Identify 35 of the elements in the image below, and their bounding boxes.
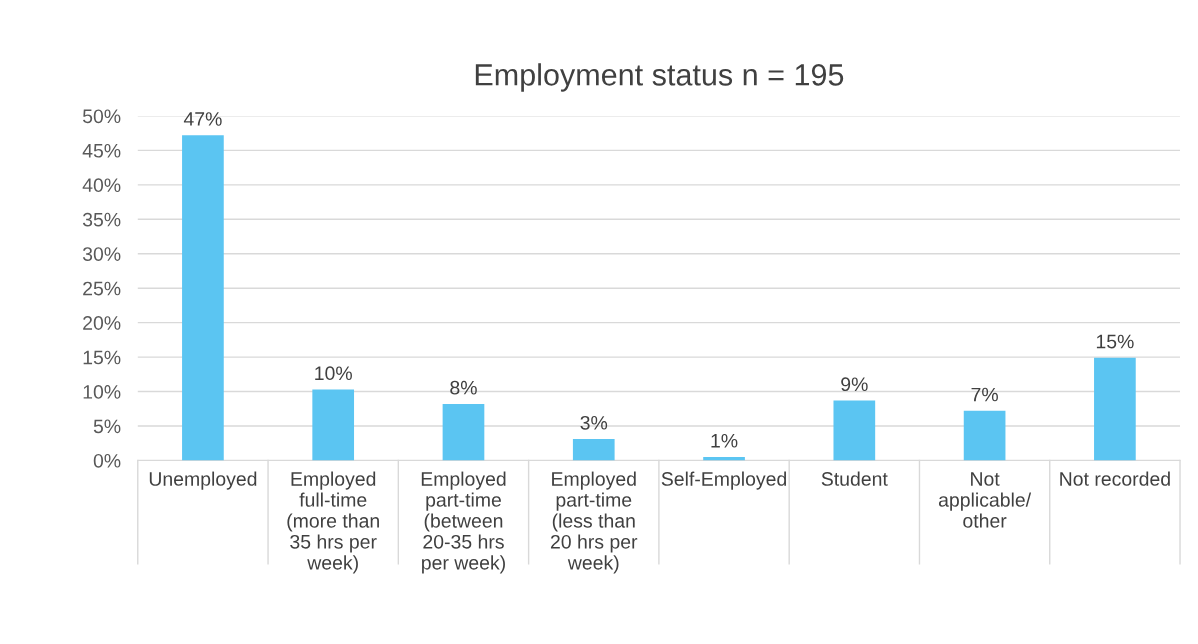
x-tick-label: Not applicable/ other (938, 472, 1032, 528)
data-label: 15% (1096, 334, 1134, 349)
y-tick-label: 0% (93, 453, 121, 468)
y-tick-label: 50% (82, 109, 121, 124)
x-tick-label: Self-Employed (661, 471, 787, 490)
y-tick-label: 35% (82, 212, 121, 227)
bar (963, 410, 1006, 461)
bar (1094, 357, 1136, 461)
x-tick-label: Employed part-time (less than 20 hrs per week) (550, 471, 638, 574)
y-tick-label: 25% (83, 281, 121, 296)
bar (312, 389, 355, 461)
data-label: 10% (315, 366, 352, 381)
bar (442, 403, 485, 461)
y-tick-label: 10% (83, 385, 121, 399)
y-tick-label: 15% (83, 350, 121, 365)
bar (833, 400, 876, 461)
data-label: 8% (450, 380, 477, 395)
y-tick-label: 5% (93, 419, 121, 434)
y-tick-label: 30% (82, 247, 121, 261)
data-label: 3% (580, 415, 608, 430)
x-tick-label: Employed part-time (between 20-35 hrs per week) (421, 471, 506, 574)
x-tick-label: Employed full-time (more than 35 hrs per week) (287, 471, 379, 574)
data-label: 1% (711, 433, 738, 448)
y-tick-label: 40% (82, 178, 121, 193)
y-tick-label: 20% (83, 316, 121, 330)
bar (572, 439, 615, 461)
data-label: 7% (971, 387, 998, 402)
data-label: 9% (841, 377, 868, 392)
bar (182, 135, 224, 461)
chart-title: Employment status n = 195 (475, 63, 844, 92)
x-tick-label: Student (821, 471, 888, 486)
data-label: 47% (183, 112, 222, 126)
x-tick-label: Unemployed (149, 471, 257, 490)
x-tick-label: Not recorded (1060, 471, 1170, 486)
y-tick-label: 45% (82, 143, 121, 158)
